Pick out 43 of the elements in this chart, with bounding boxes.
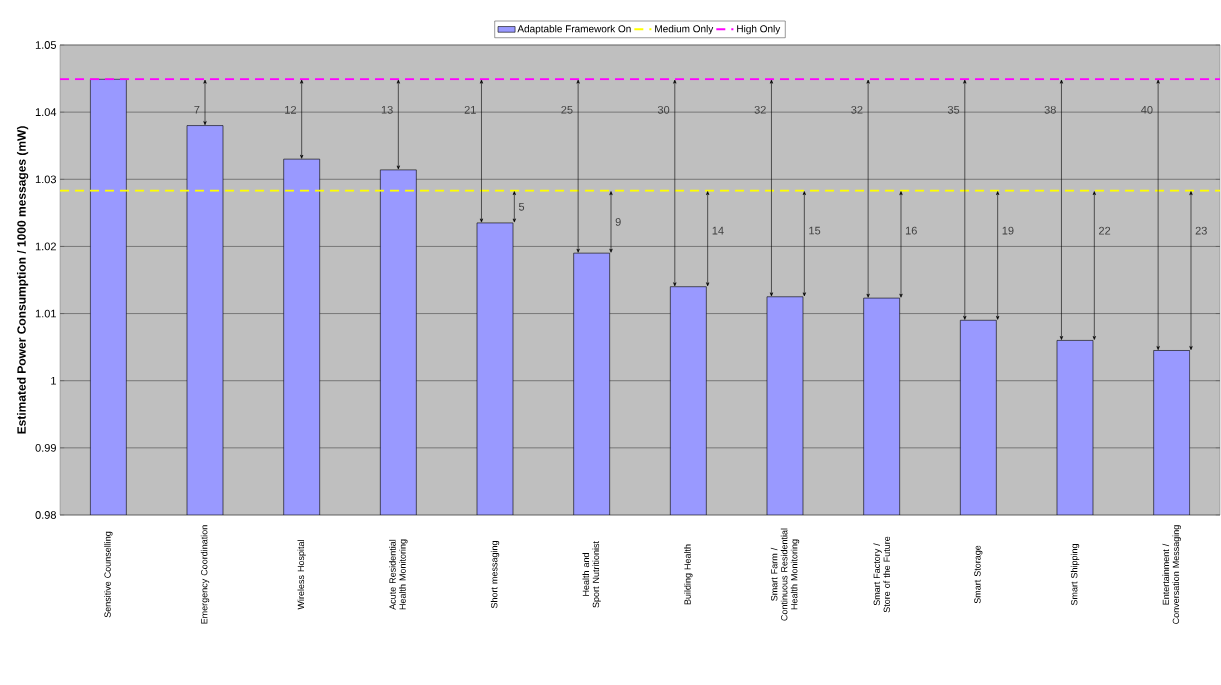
x-tick-label: Smart Factory / Store of the Future xyxy=(873,536,890,613)
x-tick-label: Sensitive Counselling xyxy=(104,531,113,618)
annotation: 13 xyxy=(381,105,393,114)
annotation: 40 xyxy=(1141,105,1153,114)
annotation: 9 xyxy=(615,218,621,226)
annotation: 7 xyxy=(194,106,200,114)
annotation: 32 xyxy=(851,105,863,114)
y-tick-label: 1 xyxy=(51,376,56,385)
annotation: 22 xyxy=(1099,226,1111,235)
annotation: 23 xyxy=(1195,226,1207,235)
x-tick-label: Wireless Hospital xyxy=(297,540,306,610)
annotation: 32 xyxy=(754,105,766,114)
annotation: 21 xyxy=(464,105,476,114)
legend-label: High Only xyxy=(737,25,781,35)
x-tick-label: Short messaging xyxy=(490,541,500,609)
annotation: 16 xyxy=(905,226,917,235)
y-tick-label: 0.98 xyxy=(35,511,56,519)
x-tick-label: Acute Residential Health Monitoring xyxy=(389,539,408,610)
annotation: 38 xyxy=(1044,105,1056,114)
y-tick-label: 1.05 xyxy=(35,41,57,49)
y-axis-title: Estimated Power Consumption / 1000 messages (mW) xyxy=(16,126,29,434)
x-tick-label: Emergency Coordination xyxy=(200,525,210,624)
annotation: 14 xyxy=(712,226,724,235)
y-tick-label: 1.01 xyxy=(35,309,56,318)
y-tick-label: 0.99 xyxy=(35,443,56,452)
x-tick-label: Building Health xyxy=(684,544,693,605)
annotation: 35 xyxy=(947,105,960,114)
y-tick-label: 1.03 xyxy=(35,175,56,184)
y-tick-label: 1.02 xyxy=(35,242,56,251)
x-tick-label: Smart Farm / Continuous Residential Health Monitoring xyxy=(770,528,800,621)
x-tick-label: Smart Shipping xyxy=(1070,544,1080,606)
annotation: 5 xyxy=(518,202,525,211)
annotation: 19 xyxy=(1002,226,1014,235)
annotation: 25 xyxy=(561,105,573,114)
x-tick-label: Entertainment / Conversation Messaging xyxy=(1162,525,1181,624)
annotation: 15 xyxy=(809,226,821,235)
y-tick-label: 1.04 xyxy=(35,108,57,117)
x-tick-label: Health and Sport Nutritionist xyxy=(582,541,601,608)
legend-label: Medium Only xyxy=(655,25,714,35)
annotation: 30 xyxy=(657,105,670,114)
annotation: 12 xyxy=(285,105,297,114)
legend-label: Adaptable Framework On xyxy=(517,25,631,35)
x-tick-label: Smart Storage xyxy=(974,545,983,604)
